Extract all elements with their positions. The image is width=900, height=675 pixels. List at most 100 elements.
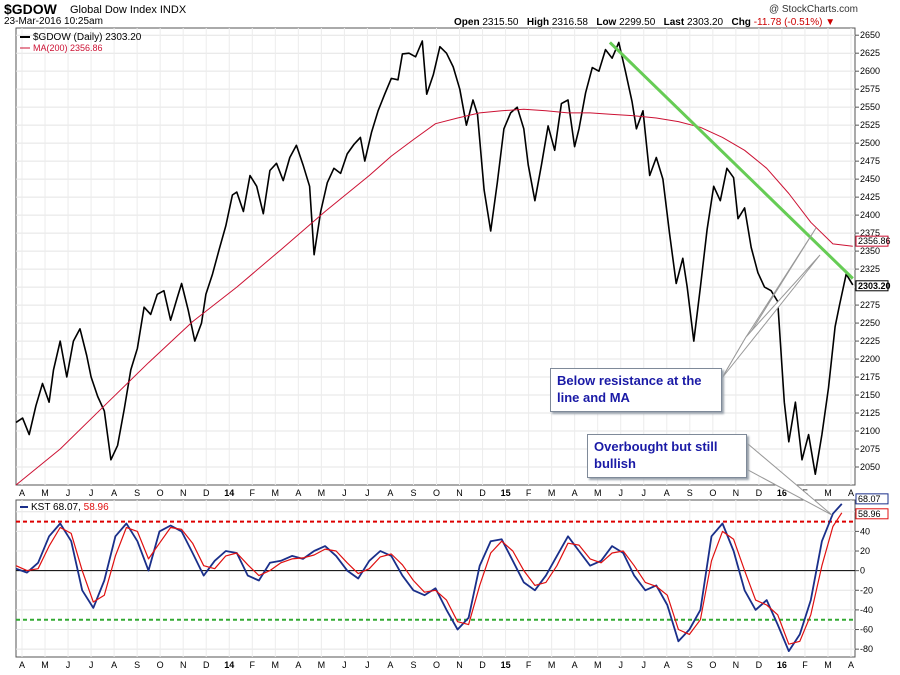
last-value-tag-box	[855, 493, 889, 505]
x-tick-label: S	[687, 488, 693, 498]
resistance-pointer-2	[721, 254, 821, 379]
x-tick-label: D	[479, 488, 486, 498]
x-tick-label: M	[824, 660, 832, 670]
x-tick-label: 14	[224, 660, 234, 670]
y-tick-label: 2100	[860, 426, 880, 436]
open-label: Open	[454, 17, 480, 28]
resistance-annotation: Below resistance at the line and MA	[550, 368, 722, 412]
kst-legend-label: KST 68.07, 58.96	[31, 502, 109, 513]
ma-legend-label: MA(200) 2356.86	[33, 43, 103, 53]
chg-label: Chg	[731, 17, 751, 28]
y-tick-label: 0	[860, 566, 865, 576]
price-panel-frame	[15, 27, 856, 486]
last-value-tag: 2303.20	[858, 281, 891, 291]
x-tick-label: J	[618, 660, 623, 670]
x-tick-label: M	[594, 488, 602, 498]
y-tick-label: 2475	[860, 156, 880, 166]
x-tick-label: 16	[777, 488, 787, 498]
price-legend: $GDOW (Daily) 2303.20 MA(200) 2356.86	[20, 32, 142, 53]
y-tick-label: 2400	[860, 210, 880, 220]
y-tick-label: 40	[860, 526, 870, 536]
resistance-trendline	[608, 41, 854, 280]
x-tick-label: M	[272, 660, 280, 670]
x-tick-label: 15	[501, 660, 511, 670]
x-tick-label: S	[134, 660, 140, 670]
x-tick-label: A	[572, 660, 578, 670]
x-tick-label: O	[709, 660, 716, 670]
x-tick-label: N	[733, 660, 740, 670]
x-tick-label: S	[134, 488, 140, 498]
y-tick-label: 2350	[860, 246, 880, 256]
x-tick-label: M	[548, 488, 556, 498]
x-tick-label: M	[41, 488, 49, 498]
y-tick-label: 2650	[860, 30, 880, 40]
x-tick-label: N	[733, 488, 740, 498]
x-tick-label: J	[365, 660, 370, 670]
y-tick-label: -60	[860, 625, 873, 635]
kst-y-axis: -80-60-40-200204060	[855, 507, 873, 654]
y-tick-label: 2525	[860, 120, 880, 130]
stockcharts-brand[interactable]: @ StockCharts.com	[768, 4, 858, 15]
x-tick-label: O	[157, 660, 164, 670]
y-tick-label: 2250	[860, 318, 880, 328]
kst-legend: KST 68.07, 58.96	[20, 502, 109, 513]
y-tick-label: 2125	[860, 408, 880, 418]
y-tick-label: 2600	[860, 66, 880, 76]
x-tick-label: J	[342, 660, 347, 670]
low-label: Low	[596, 17, 617, 28]
kst-panel: -80-60-40-200204060 KST 68.07, 58.96 AMJ…	[15, 493, 889, 670]
x-tick-label: D	[756, 660, 763, 670]
price-y-axis: 2050 2075 2100 2125 2150 2175 2200 2225 2250 2275…	[855, 30, 880, 472]
x-tick-label: A	[111, 660, 117, 670]
y-tick-label: 2075	[860, 444, 880, 454]
price-series	[15, 40, 854, 486]
x-tick-label: 14	[224, 488, 234, 498]
ticker-symbol: $GDOW	[4, 1, 57, 17]
x-tick-label: J	[66, 488, 71, 498]
x-tick-label: F	[802, 660, 808, 670]
y-tick-label: 2375	[860, 228, 880, 238]
ma200-line	[15, 108, 853, 486]
last-value-tag: 2356.86	[858, 236, 891, 246]
y-tick-label: 2450	[860, 174, 880, 184]
x-tick-label: F	[526, 488, 532, 498]
x-tick-label: S	[687, 660, 693, 670]
x-tick-label: M	[272, 488, 280, 498]
y-tick-label: 2575	[860, 84, 880, 94]
y-tick-label: 2550	[860, 102, 880, 112]
overbought-annotation: Overbought but still bullish	[587, 434, 747, 478]
x-tick-label: J	[642, 660, 647, 670]
open-value: 2315.50	[482, 17, 519, 28]
x-tick-label: N	[180, 488, 187, 498]
x-tick-label: N	[180, 660, 187, 670]
x-tick-label: A	[111, 488, 117, 498]
price-legend-label: $GDOW (Daily) 2303.20	[33, 32, 142, 43]
kst-series	[15, 503, 843, 652]
x-tick-label: O	[433, 488, 440, 498]
x-tick-label: J	[618, 488, 623, 498]
x-tick-label: A	[664, 660, 670, 670]
last-value-tag: 68.07	[858, 494, 881, 504]
quote-bar: Open 2315.50 High 2316.58 Low 2299.50 La…	[454, 17, 835, 28]
kst-signal-line	[15, 512, 843, 645]
x-tick-label: A	[387, 660, 393, 670]
last-label: Last	[663, 17, 685, 28]
last-value-tag-box	[855, 508, 889, 520]
index-name: Global Dow Index INDX	[70, 4, 187, 16]
x-tick-label: D	[479, 660, 486, 670]
x-tick-label: D	[203, 660, 210, 670]
x-tick-label: J	[365, 488, 370, 498]
high-label: High	[526, 17, 550, 28]
x-tick-label: J	[89, 488, 94, 498]
kst-reference-lines	[16, 520, 855, 621]
x-tick-label: O	[433, 660, 440, 670]
kst-grid	[16, 500, 855, 657]
y-tick-label: 2625	[860, 48, 880, 58]
y-tick-label: 2050	[860, 462, 880, 472]
x-tick-label: M	[594, 660, 602, 670]
x-tick-label: A	[664, 488, 670, 498]
x-tick-label: A	[19, 660, 25, 670]
last-value-tag-box	[855, 280, 889, 292]
x-tick-label: O	[709, 488, 716, 498]
